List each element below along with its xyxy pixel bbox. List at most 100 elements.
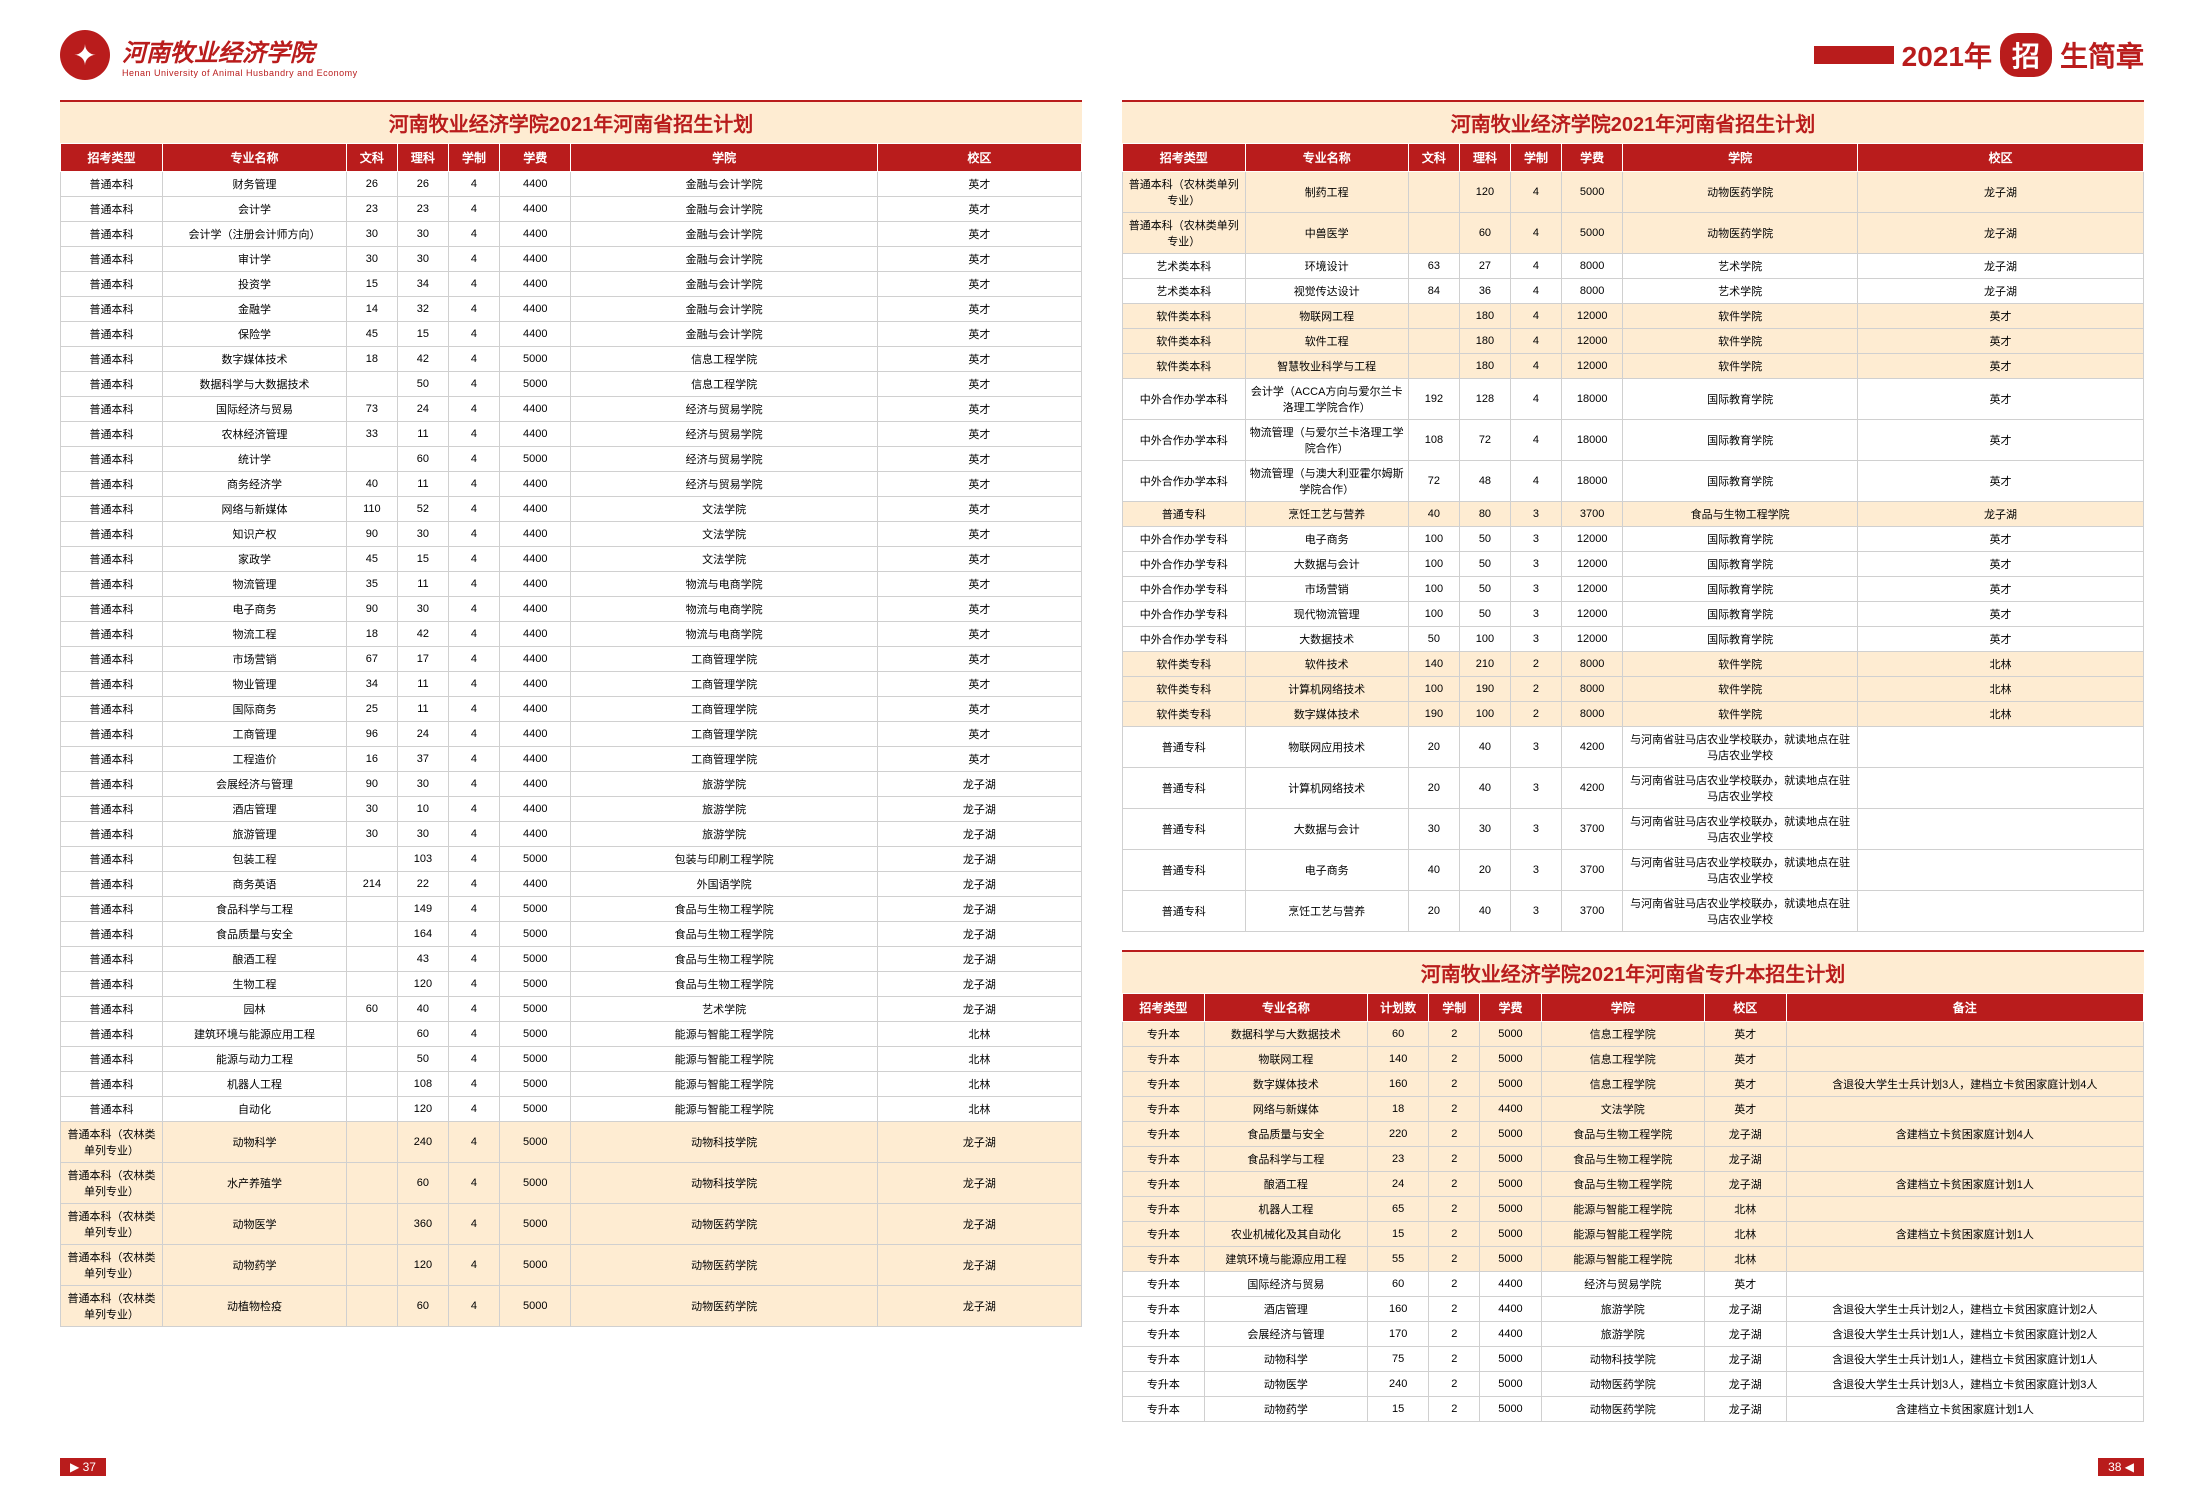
table-cell: 英才 <box>877 597 1081 622</box>
table-cell: 含退役大学生士兵计划1人，建档立卡贫困家庭计划1人 <box>1786 1347 2143 1372</box>
table-cell: 普通本科 <box>61 697 163 722</box>
table-cell: 34 <box>346 672 397 697</box>
table-row: 普通本科会计学232344400金融与会计学院英才 <box>61 197 1082 222</box>
table-cell: 普通本科 <box>61 422 163 447</box>
table-cell: 国际教育学院 <box>1623 602 1858 627</box>
table-cell: 龙子湖 <box>877 872 1081 897</box>
table-cell: 100 <box>1459 627 1510 652</box>
table-cell: 2 <box>1429 1272 1480 1297</box>
table-cell: 生物工程 <box>163 972 347 997</box>
top-banner: 2021年 招 生简章 <box>1814 33 2144 77</box>
table-row: 普通本科机器人工程10845000能源与智能工程学院北林 <box>61 1072 1082 1097</box>
column-header: 招考类型 <box>1123 994 1205 1022</box>
table-cell: 18000 <box>1562 461 1623 502</box>
table-cell: 30 <box>397 597 448 622</box>
table-row: 普通本科酒店管理301044400旅游学院龙子湖 <box>61 797 1082 822</box>
table-cell: 11 <box>397 422 448 447</box>
table-cell: 4400 <box>500 597 571 622</box>
table-cell: 普通本科 <box>61 972 163 997</box>
table-cell: 3 <box>1510 552 1561 577</box>
table-cell: 180 <box>1459 354 1510 379</box>
table-row: 专升本农业机械化及其自动化1525000能源与智能工程学院北林含建档立卡贫困家庭… <box>1123 1222 2144 1247</box>
table-cell: 5000 <box>500 1122 571 1163</box>
table-cell: 专升本 <box>1123 1122 1205 1147</box>
table-cell: 4 <box>448 1097 499 1122</box>
table-cell <box>1858 768 2144 809</box>
table-row: 普通本科会计学（注册会计师方向）303044400金融与会计学院英才 <box>61 222 1082 247</box>
table-cell: 8000 <box>1562 677 1623 702</box>
table-cell: 5000 <box>1480 1047 1541 1072</box>
table-row: 普通本科财务管理262644400金融与会计学院英才 <box>61 172 1082 197</box>
table-cell: 普通本科 <box>61 172 163 197</box>
table-row: 普通本科物业管理341144400工商管理学院英才 <box>61 672 1082 697</box>
table-cell: 软件学院 <box>1623 652 1858 677</box>
table-cell: 旅游管理 <box>163 822 347 847</box>
table-cell: 英才 <box>1858 420 2144 461</box>
table-cell: 4400 <box>500 697 571 722</box>
table-cell: 2 <box>1429 1047 1480 1072</box>
column-header: 校区 <box>1858 144 2144 172</box>
table-cell: 5000 <box>1480 1147 1541 1172</box>
table-cell: 大数据与会计 <box>1245 809 1408 850</box>
table-cell: 24 <box>397 722 448 747</box>
table-cell: 龙子湖 <box>877 772 1081 797</box>
table-cell: 含退役大学生士兵计划3人，建档立卡贫困家庭计划3人 <box>1786 1372 2143 1397</box>
table-cell: 财务管理 <box>163 172 347 197</box>
table-cell: 5000 <box>1480 1122 1541 1147</box>
table-cell: 龙子湖 <box>1704 1322 1786 1347</box>
table-row: 专升本会展经济与管理17024400旅游学院龙子湖含退役大学生士兵计划1人，建档… <box>1123 1322 2144 1347</box>
table-cell: 国际教育学院 <box>1623 461 1858 502</box>
table-cell: 24 <box>1368 1172 1429 1197</box>
table-cell: 普通本科 <box>61 822 163 847</box>
table-cell: 食品与生物工程学院 <box>1541 1172 1704 1197</box>
table-cell: 物流管理（与澳大利亚霍尔姆斯学院合作） <box>1245 461 1408 502</box>
table-cell: 艺术类本科 <box>1123 279 1246 304</box>
table-cell: 国际教育学院 <box>1623 577 1858 602</box>
table-cell: 240 <box>1368 1372 1429 1397</box>
column-header: 计划数 <box>1368 994 1429 1022</box>
table-cell: 北林 <box>877 1047 1081 1072</box>
table-cell: 普通专科 <box>1123 768 1246 809</box>
table-cell: 4 <box>448 822 499 847</box>
table-cell: 工商管理学院 <box>571 747 877 772</box>
table-cell: 普通本科 <box>61 322 163 347</box>
table-row: 艺术类本科环境设计632748000艺术学院龙子湖 <box>1123 254 2144 279</box>
table-cell: 金融与会计学院 <box>571 222 877 247</box>
table-cell: 3 <box>1510 727 1561 768</box>
table-cell: 普通本科 <box>61 1022 163 1047</box>
table-cell: 210 <box>1459 652 1510 677</box>
table-cell: 物流与电商学院 <box>571 622 877 647</box>
table-cell: 专升本 <box>1123 1097 1205 1122</box>
table-cell: 5000 <box>500 1097 571 1122</box>
table-cell: 5000 <box>500 1163 571 1204</box>
table-cell: 龙子湖 <box>1858 254 2144 279</box>
table-cell: 164 <box>397 922 448 947</box>
table-cell: 动物医药学院 <box>1541 1372 1704 1397</box>
table-cell: 食品与生物工程学院 <box>1541 1147 1704 1172</box>
table-cell: 5000 <box>1562 172 1623 213</box>
table-row: 中外合作办学专科大数据与会计10050312000国际教育学院英才 <box>1123 552 2144 577</box>
table-cell: 60 <box>397 447 448 472</box>
table-cell: 北林 <box>877 1022 1081 1047</box>
table-cell: 艺术类本科 <box>1123 254 1246 279</box>
table-cell: 2 <box>1510 677 1561 702</box>
table-cell: 工商管理学院 <box>571 697 877 722</box>
table-cell: 普通本科 <box>61 222 163 247</box>
table-cell: 4 <box>448 897 499 922</box>
table-cell <box>1408 329 1459 354</box>
table-cell: 普通本科 <box>61 547 163 572</box>
table-cell: 软件学院 <box>1623 702 1858 727</box>
table-cell: 普通本科（农林类单列专业） <box>1123 213 1246 254</box>
table-cell: 普通本科 <box>61 197 163 222</box>
table-cell: 75 <box>1368 1347 1429 1372</box>
table-row: 专升本食品科学与工程2325000食品与生物工程学院龙子湖 <box>1123 1147 2144 1172</box>
banner-year: 2021年 <box>1902 35 1992 75</box>
table-cell: 英才 <box>877 347 1081 372</box>
table-cell: 3 <box>1510 809 1561 850</box>
table-cell: 12000 <box>1562 304 1623 329</box>
table-cell: 2 <box>1429 1397 1480 1422</box>
table-cell: 4 <box>1510 304 1561 329</box>
table-cell: 电子商务 <box>1245 850 1408 891</box>
table-cell <box>346 372 397 397</box>
table-cell: 农林经济管理 <box>163 422 347 447</box>
